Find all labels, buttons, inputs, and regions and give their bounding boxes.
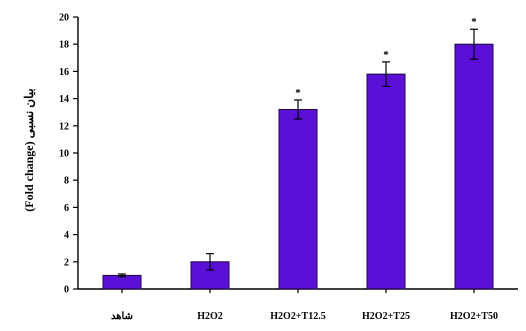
y-tick-label: 0 [64,285,69,296]
plot-area: 0 2 4 6 8 10 12 14 16 18 20 شاهد H2O2 * H2O2+T12.5 * H2O… [59,13,518,322]
x-tick-label: H2O2+T12.5 [270,311,325,322]
x-tick-label: شاهد [111,311,133,322]
significance-marker: * [383,49,389,61]
bar [366,73,406,290]
bar [454,43,494,290]
x-tick-label: H2O2 [197,311,223,322]
significance-marker: * [295,87,301,99]
bar [278,108,318,290]
y-axis-title: (Fold change) بیان نسبی [22,88,36,211]
y-tick-label: 6 [64,203,69,214]
bar [102,274,142,290]
y-tick-label: 16 [59,67,69,78]
y-tick-label: 20 [59,13,69,24]
y-tick-label: 14 [59,94,69,105]
y-tick-label: 18 [59,40,69,51]
significance-marker: * [471,16,477,28]
y-tick-label: 8 [64,176,69,187]
y-tick-label: 10 [59,149,69,160]
x-tick-label: H2O2+T50 [450,311,498,322]
y-tick-label: 2 [64,257,69,268]
y-tick-label: 12 [59,121,69,132]
x-tick-label: H2O2+T25 [362,311,410,322]
y-tick-label: 4 [64,230,69,241]
